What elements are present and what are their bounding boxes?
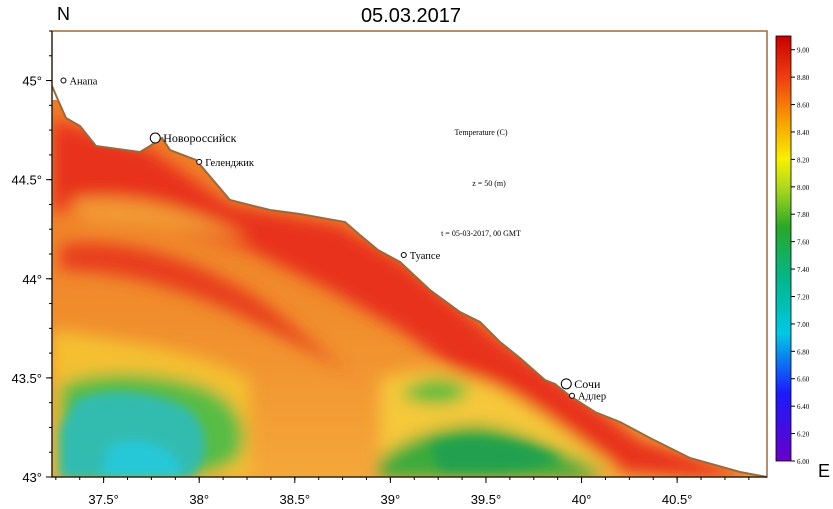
city-marker (149, 132, 161, 144)
orange-mid-band (70, 197, 250, 240)
colorbar-tick-label: 8.40 (797, 129, 810, 137)
warm-tongue-west (60, 242, 360, 380)
y-tick-label: 45° (22, 74, 42, 89)
colorbar: 6.00 6.20 6.40 6.60 6.80 7.00 7.20 7.40 7.60 7.80… (775, 35, 810, 466)
map-title: 05.03.2017 (361, 5, 461, 27)
cold-center (430, 437, 560, 471)
x-axis-ticks: 37.5° 38° 38.5° 39° 39.5° 40° 40.5° (55, 477, 750, 507)
city-label: Туапсе (410, 251, 441, 262)
colorbar-tick-label: 7.00 (797, 321, 810, 329)
x-tick-label: 39.5° (471, 492, 502, 507)
depth-annotation: z = 50 (m) (472, 179, 506, 188)
x-tick-label: 40.5° (662, 492, 693, 507)
city-label: Анапа (69, 77, 97, 88)
warm-coastal-band (52, 120, 760, 477)
city-marker (60, 77, 67, 84)
temperature-field (52, 100, 767, 477)
colorbar-tick-label: 8.60 (797, 102, 810, 110)
city-label: Адлер (578, 392, 606, 403)
x-tick-label: 39° (381, 492, 401, 507)
city-marker (569, 392, 575, 399)
x-tick-label: 38.5° (280, 492, 311, 507)
colorbar-ticks: 6.00 6.20 6.40 6.60 6.80 7.00 7.20 7.40 7.60 7.80… (791, 47, 810, 466)
colorbar-tick-label: 8.20 (797, 156, 810, 164)
city-label: Сочи (574, 377, 601, 391)
y-tick-label: 43.5° (11, 371, 42, 386)
colorbar-tick-label: 6.40 (797, 403, 810, 411)
city-label: Геленджик (205, 158, 255, 169)
city-marker (400, 251, 407, 258)
cool-ridge (400, 379, 470, 405)
y-tick-label: 43° (22, 470, 42, 485)
colorbar-tick-label: 8.80 (797, 74, 810, 82)
city-marker (196, 158, 203, 165)
colorbar-tick-label: 6.00 (797, 458, 810, 466)
colorbar-tick-label: 7.80 (797, 211, 810, 219)
east-label: E (818, 461, 830, 481)
coastline (51, 85, 768, 478)
colorbar-tick-label: 7.60 (797, 239, 810, 247)
time-annotation: t = 05-03-2017, 00 GMT (441, 229, 521, 238)
colorbar-tick-label: 6.60 (797, 376, 810, 384)
colorbar-tick-label: 7.20 (797, 293, 810, 301)
colorbar-tick-label: 9.00 (797, 47, 810, 55)
colorbar-tick-label: 8.00 (797, 184, 810, 192)
x-tick-label: 38° (189, 492, 209, 507)
colorbar-tick-label: 6.20 (797, 431, 810, 439)
variable-annotation: Temperature (C) (455, 128, 508, 137)
colorbar-tick-label: 7.40 (797, 266, 810, 274)
cold-cyan (100, 441, 180, 477)
y-axis-ticks: 43° 43.5° 44° 44.5° 45° (11, 30, 52, 485)
city-marker (560, 378, 572, 390)
north-label: N (57, 4, 70, 24)
x-tick-label: 40° (572, 492, 592, 507)
colorbar-ramp (775, 35, 792, 462)
y-tick-label: 44.5° (11, 173, 42, 188)
city-markers: Анапа Новороссийск Геленджик Туапсе СочиАдле… (60, 77, 606, 403)
city-label: Новороссийск (163, 131, 236, 145)
x-tick-label: 37.5° (88, 492, 119, 507)
y-tick-label: 44° (22, 272, 42, 287)
colorbar-tick-label: 6.80 (797, 348, 810, 356)
